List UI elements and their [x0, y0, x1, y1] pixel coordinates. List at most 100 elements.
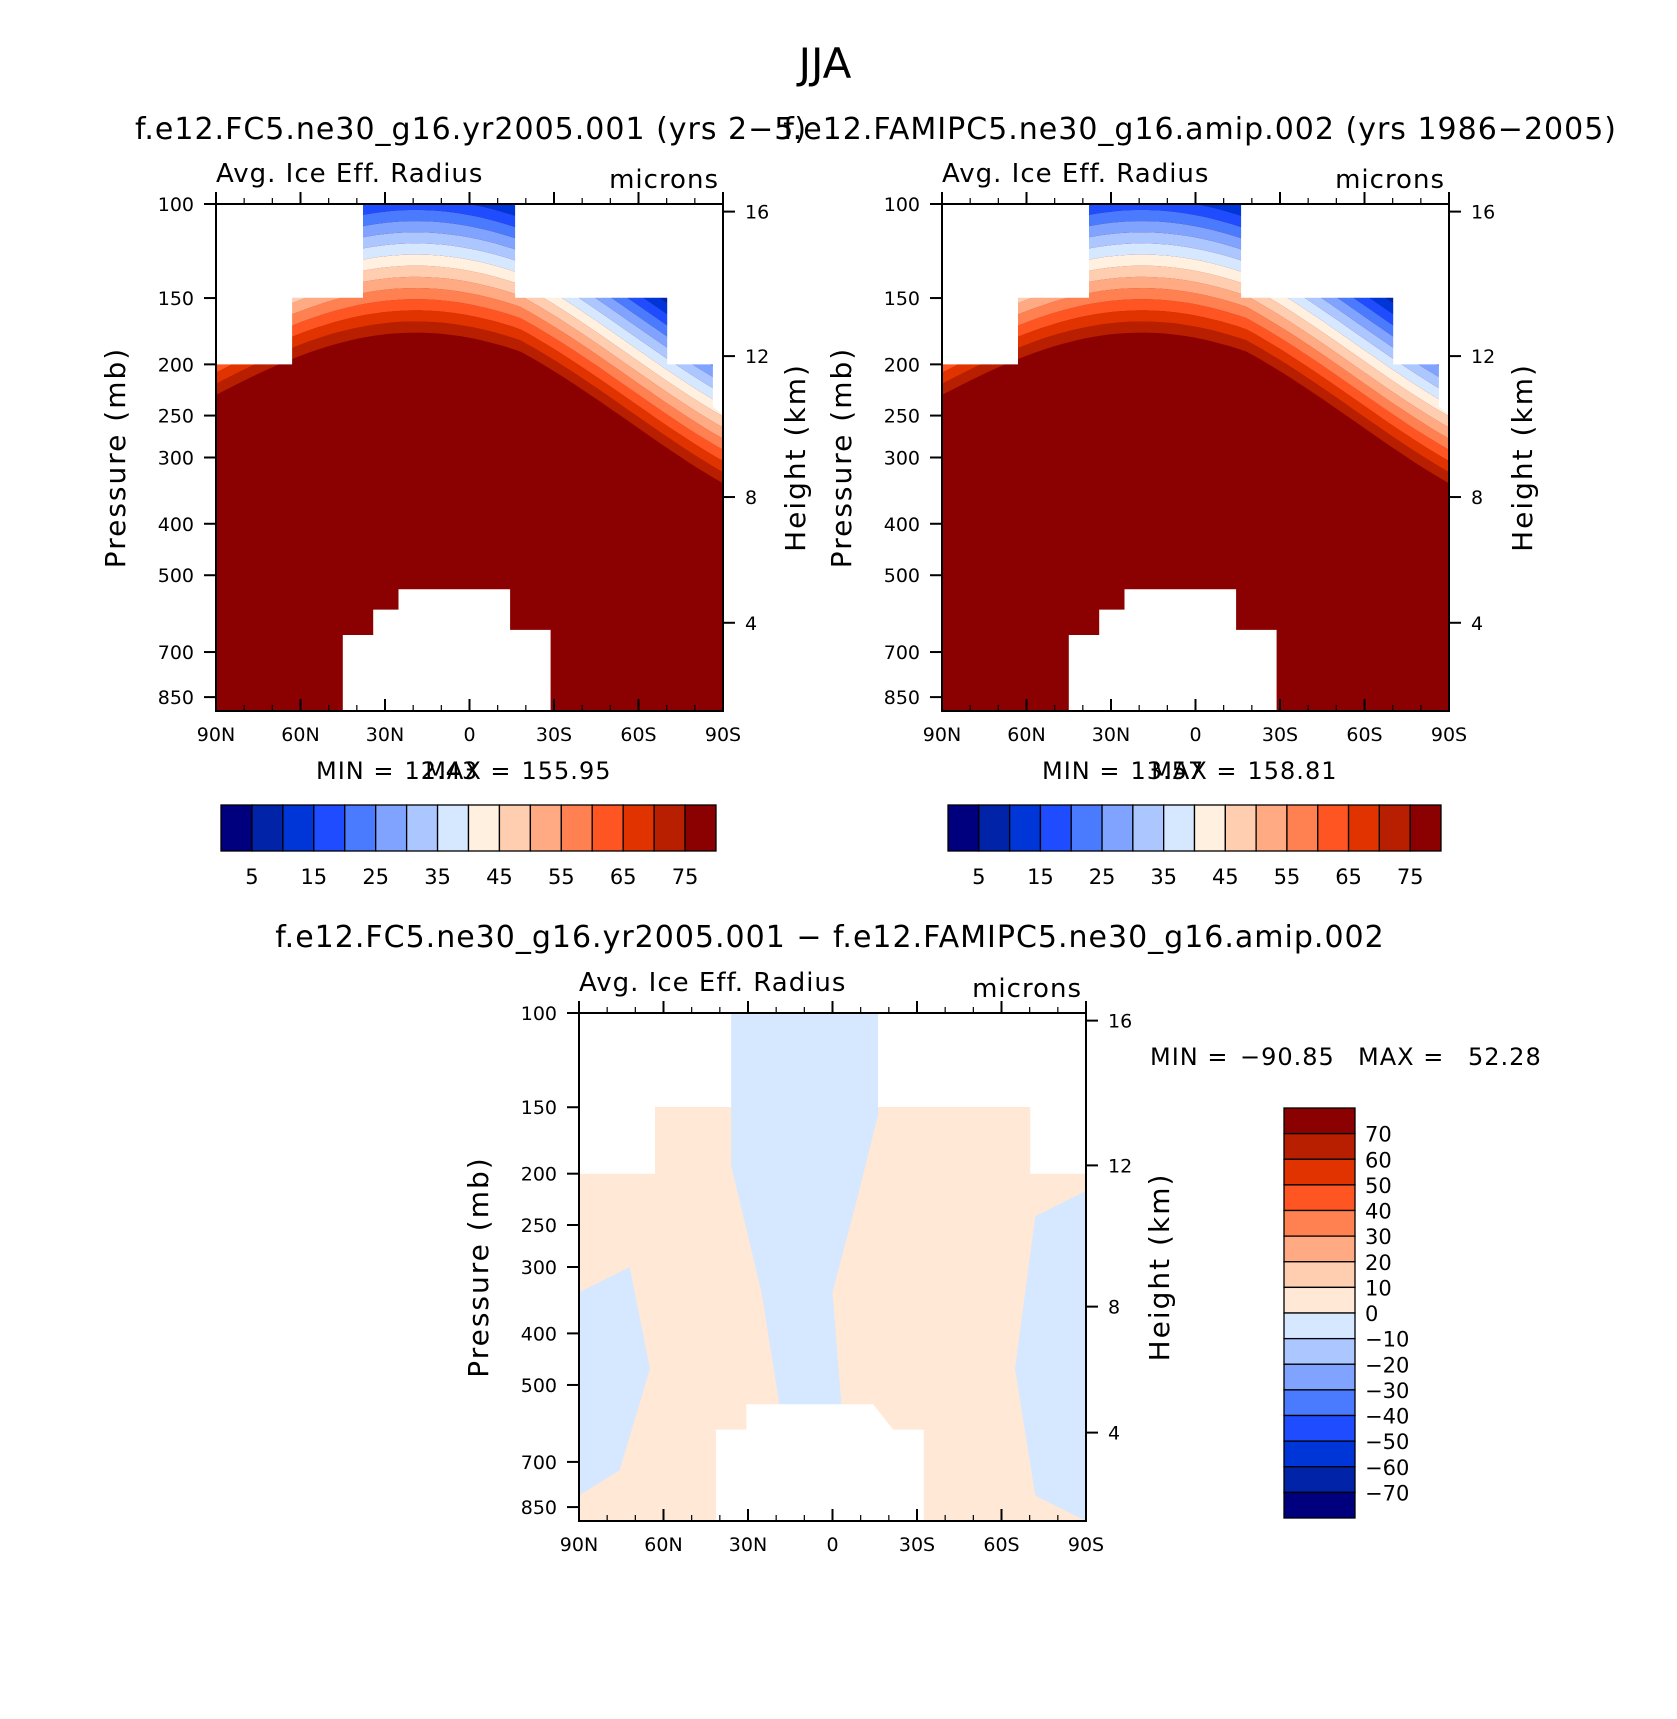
colorbar: 5 15 25 35 45 55 65 75	[220, 804, 717, 889]
y2-tick-label: 4	[1108, 1423, 1120, 1445]
colorbar-swatch	[467, 804, 501, 852]
contour-field	[579, 1013, 1086, 1521]
colorbar-swatch	[1283, 1491, 1356, 1519]
colorbar-swatch	[1283, 1209, 1356, 1237]
x-tick-label: 90N	[197, 724, 235, 746]
colorbar-swatch	[251, 804, 284, 852]
y2-tick-label: 16	[1471, 202, 1495, 224]
figure-title: JJA	[796, 39, 852, 88]
y2-tick-label: 12	[745, 346, 769, 368]
missing-data-mask	[216, 204, 363, 365]
missing-data-mask	[1068, 589, 1277, 711]
colorbar-label: 55	[1274, 865, 1301, 889]
x-tick-label: 0	[1189, 724, 1201, 746]
colorbar-swatch	[653, 804, 686, 852]
y2-tick-label: 8	[1471, 487, 1483, 509]
colorbar-swatch	[1008, 804, 1042, 852]
colorbar-label: −60	[1365, 1456, 1409, 1480]
y-tick-label: 400	[521, 1323, 557, 1345]
x-tick-label: 30N	[1092, 724, 1130, 746]
x-tick-label: 90N	[560, 1534, 598, 1556]
y2-tick-label: 12	[1471, 346, 1495, 368]
x-tick-label: 90S	[1068, 1534, 1104, 1556]
units-label: microns	[609, 165, 719, 195]
y2-tick-label: 4	[1471, 613, 1483, 635]
y-tick-label: 700	[158, 642, 194, 664]
colorbar-swatch	[1283, 1286, 1356, 1314]
colorbar-label: 35	[424, 865, 451, 889]
x-tick-label: 60S	[1346, 724, 1382, 746]
colorbar-swatch	[1283, 1440, 1356, 1468]
colorbar-swatch	[1283, 1389, 1356, 1417]
colorbar-label: 75	[672, 865, 699, 889]
colorbar-label: 5	[245, 865, 258, 889]
y-tick-label: 400	[158, 514, 194, 536]
y2-tick-label: 16	[745, 202, 769, 224]
colorbar-swatch	[1283, 1184, 1356, 1212]
difference-title: f.e12.FC5.ne30_g16.yr2005.001 − f.e12.FA…	[275, 920, 1384, 955]
missing-data-mask	[515, 204, 723, 415]
y2-axis-label: Height (km)	[1143, 1173, 1176, 1362]
colorbar-swatch	[1378, 804, 1411, 852]
colorbar-swatch	[978, 804, 1011, 852]
colorbar-swatch	[1132, 804, 1165, 852]
x-tick-label: 60S	[983, 1534, 1019, 1556]
colorbar: 5 15 25 35 45 55 65 75	[947, 804, 1442, 889]
colorbar-swatch	[529, 804, 562, 852]
colorbar-swatch	[1286, 804, 1319, 852]
colorbar-label: 0	[1365, 1302, 1378, 1326]
colorbar-label: 65	[610, 865, 637, 889]
y-tick-label: 400	[884, 514, 920, 536]
colorbar-swatch	[1255, 804, 1288, 852]
contour-field	[942, 204, 1449, 711]
units-label: microns	[1335, 165, 1445, 195]
colorbar-label: 10	[1365, 1276, 1392, 1300]
missing-data-mask	[715, 1404, 924, 1521]
colorbar-swatch	[1347, 804, 1381, 852]
colorbar-label: −20	[1365, 1353, 1409, 1377]
colorbar-swatch	[375, 804, 408, 852]
colorbar-swatch	[1283, 1107, 1356, 1135]
x-tick-label: 60N	[644, 1534, 682, 1556]
colorbar-swatch	[560, 804, 593, 852]
x-tick-label: 30S	[536, 724, 572, 746]
x-tick-label: 0	[463, 724, 475, 746]
colorbar-label: 70	[1365, 1123, 1392, 1147]
colorbar-label: 5	[972, 865, 985, 889]
colorbar-label: 60	[1365, 1148, 1392, 1172]
colorbar-label: 40	[1365, 1200, 1392, 1224]
panel-difference: 90N 60N 30N 0 30S 60S 90S100150200250300400500…	[462, 968, 1541, 1556]
y-axis-label: Pressure (mb)	[462, 1156, 495, 1377]
y-tick-label: 100	[158, 194, 194, 216]
y2-tick-label: 4	[745, 613, 757, 635]
panel-control: 90N 60N 30N 0 30S 60S 90S 100 150 200 250 300 400 500…	[99, 112, 812, 889]
y-tick-label: 150	[158, 288, 194, 310]
panel-title: f.e12.FAMIPC5.ne30_g16.amip.002 (yrs 198…	[783, 112, 1617, 147]
colorbar-swatch	[436, 804, 470, 852]
x-tick-label: 60S	[620, 724, 656, 746]
y-tick-label: 300	[158, 448, 194, 470]
min-label: MIN =	[316, 757, 394, 785]
colorbar-label: 25	[1089, 865, 1116, 889]
x-tick-label: 90S	[705, 724, 741, 746]
variable-name: Avg. Ice Eff. Radius	[942, 159, 1209, 189]
y-tick-label: 250	[158, 406, 194, 428]
y-axis-label: Pressure (mb)	[825, 347, 858, 568]
colorbar-label: −70	[1365, 1481, 1409, 1505]
colorbar-swatch	[1101, 804, 1134, 852]
colorbar-swatch	[1163, 804, 1196, 852]
missing-data-mask	[878, 1013, 1086, 1174]
colorbar-swatch	[344, 804, 377, 852]
colorbar-swatch	[1039, 804, 1072, 852]
missing-data-mask	[579, 1013, 732, 1174]
colorbar-swatch	[1283, 1235, 1356, 1263]
colorbar-swatch	[1283, 1337, 1356, 1365]
y-tick-label: 100	[521, 1003, 557, 1025]
y-tick-label: 700	[521, 1452, 557, 1474]
colorbar-swatch	[591, 804, 624, 852]
colorbar-swatch	[1224, 804, 1257, 852]
y-tick-label: 700	[884, 642, 920, 664]
colorbar-label: −10	[1365, 1328, 1409, 1352]
colorbar-label: 45	[1212, 865, 1239, 889]
y-tick-label: 250	[521, 1215, 557, 1237]
